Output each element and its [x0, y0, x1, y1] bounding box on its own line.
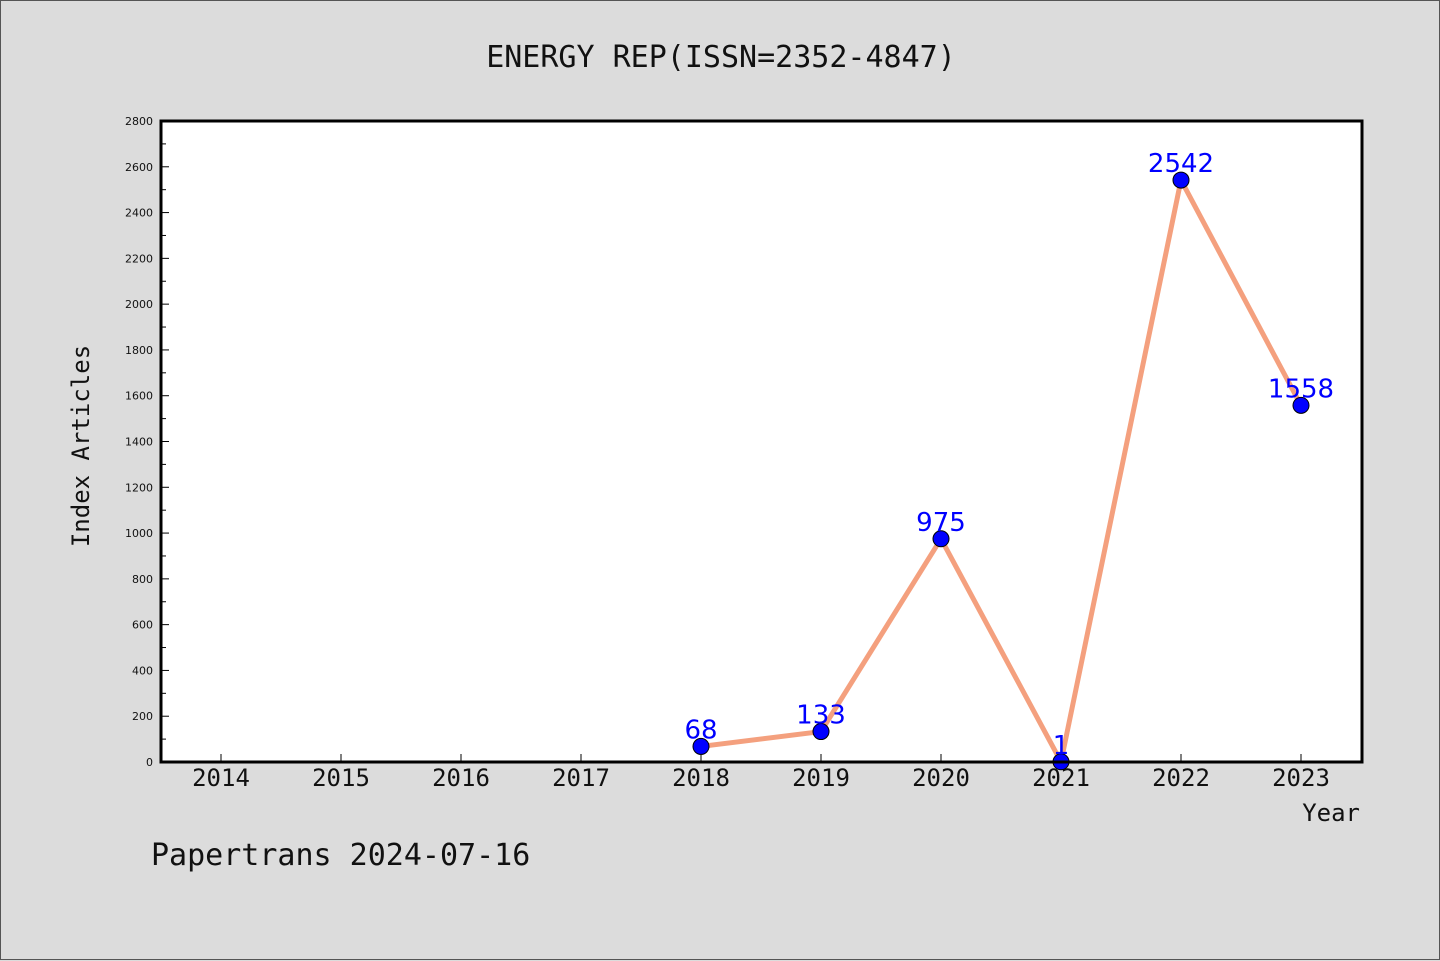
x-tick-label: 2020: [912, 764, 970, 792]
plot-area: [161, 121, 1362, 762]
data-label-2023: 1558: [1268, 374, 1334, 404]
series-polyline: [700, 177, 1304, 765]
data-point-2018: [692, 737, 710, 755]
x-tick-label: 2015: [312, 764, 370, 792]
y-tick-label: 2200: [125, 252, 153, 265]
data-label-2018: 68: [684, 715, 717, 745]
data-label-2022: 2542: [1148, 149, 1214, 179]
y-tick-label: 2400: [125, 207, 153, 220]
data-label-2019: 133: [796, 701, 846, 731]
series-line: [700, 177, 1304, 765]
y-tick-label: 1400: [125, 436, 153, 449]
x-axis-label: Year: [1302, 799, 1360, 827]
x-tick-label: 2017: [552, 764, 610, 792]
y-tick-label: 1600: [125, 390, 153, 403]
y-tick-label: 400: [132, 664, 153, 677]
x-tick-label: 2019: [792, 764, 850, 792]
y-tick-label: 2600: [125, 161, 153, 174]
y-tick-label: 1200: [125, 481, 153, 494]
data-point-2020: [932, 530, 950, 548]
y-axis: 0 200 400 600 800 1000 1200 1400 1600 1800 2000 220…: [125, 115, 169, 769]
data-labels: 68 133 975 1 2542 1558: [684, 149, 1334, 761]
y-axis-label: Index Articles: [67, 345, 95, 547]
x-tick-label: 2016: [432, 764, 490, 792]
y-tick-label: 200: [132, 710, 153, 723]
data-label-2021: 1: [1053, 731, 1070, 761]
y-tick-label: 800: [132, 573, 153, 586]
plot-border: [159, 119, 1364, 764]
data-point-2022: [1172, 171, 1190, 189]
data-point-2019: [812, 723, 830, 741]
data-label-2020: 975: [916, 508, 966, 538]
x-tick-label: 2023: [1272, 764, 1330, 792]
y-tick-label: 600: [132, 619, 153, 632]
y-tick-label: 1800: [125, 344, 153, 357]
x-axis: 2014 2015 2016 2017 2018 2019 2020 2021 2022 2023: [192, 754, 1330, 792]
x-tick-label: 2018: [672, 764, 730, 792]
footer-stamp: Papertrans 2024-07-16: [151, 838, 530, 873]
y-tick-label: 0: [146, 756, 153, 769]
data-point-2023: [1292, 396, 1310, 414]
y-tick-label: 2800: [125, 115, 153, 128]
y-tick-label: 1000: [125, 527, 153, 540]
y-tick-label: 2000: [125, 298, 153, 311]
x-tick-label: 2014: [192, 764, 250, 792]
chart-title: ENERGY REP(ISSN=2352-4847): [486, 40, 956, 75]
x-tick-label: 2022: [1152, 764, 1210, 792]
